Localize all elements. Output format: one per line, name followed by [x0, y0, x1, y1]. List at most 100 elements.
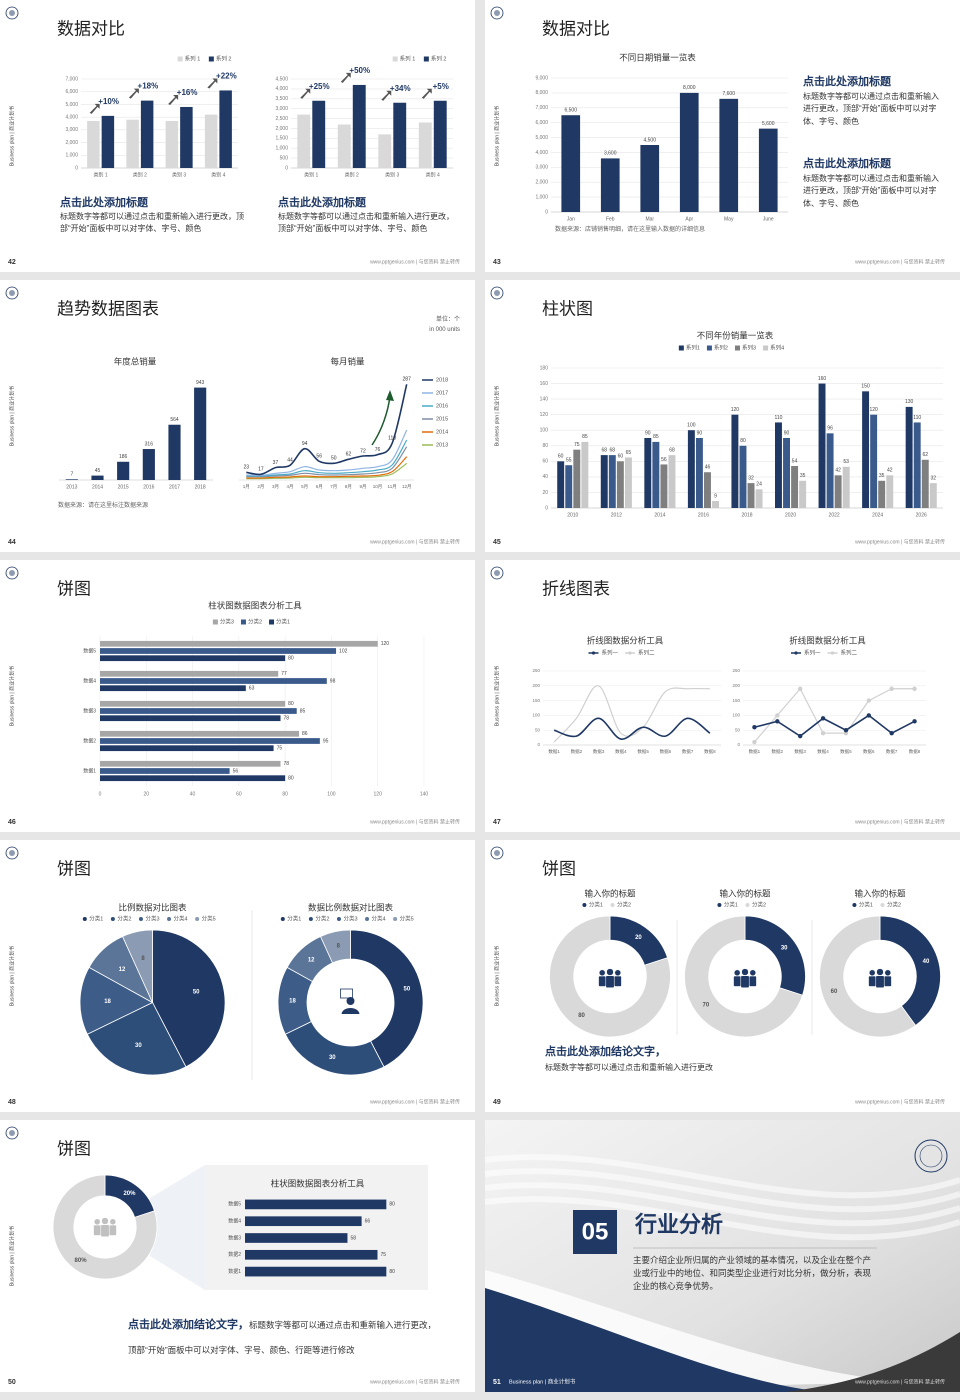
bar — [834, 475, 842, 508]
point — [775, 713, 780, 718]
annotation: +10% — [98, 97, 119, 106]
icon — [341, 1008, 360, 1014]
y-tick-label: 40 — [542, 474, 548, 480]
x-tick-label: 2024 — [872, 512, 883, 518]
bar — [799, 480, 807, 508]
bar — [616, 461, 624, 508]
page-number: 47 — [493, 819, 501, 826]
bar — [862, 391, 870, 508]
legend-swatch — [678, 345, 684, 351]
x-tick-label: 类别 2 — [345, 171, 359, 178]
y-tick-label: 6,000 — [535, 120, 548, 126]
legend-label: 系列二 — [638, 648, 655, 656]
bar — [245, 1249, 378, 1260]
annotation: +5% — [433, 82, 449, 91]
y-tick-label: 50 — [735, 727, 741, 732]
data-label: 94 — [302, 441, 308, 447]
icon — [614, 969, 622, 977]
data-label: 186 — [119, 454, 128, 460]
data-label: 53 — [843, 459, 849, 465]
legend-label: 分类1 — [589, 900, 603, 908]
slice — [79, 966, 154, 1035]
y-tick-label: 20 — [542, 490, 548, 496]
slide — [0, 280, 475, 552]
data-label: 80 — [288, 776, 294, 782]
data-label: 50 — [403, 986, 410, 992]
bar — [878, 480, 886, 508]
y-tick-label: 500 — [280, 155, 289, 161]
legend-label: 分类1 — [859, 900, 873, 908]
y-tick-label: 数据5 — [228, 1201, 241, 1208]
y-tick-label: 5,000 — [535, 135, 548, 141]
line-series — [754, 714, 915, 738]
data-label: 78 — [284, 761, 290, 767]
section-number: 05 — [582, 1218, 609, 1245]
side-label: Business plan | 商业计划书 — [493, 666, 500, 726]
conclusion-text: 标题数字等都可以通过点击和重新输入进行更改，顶部“开始”面板中可以对字体、字号、… — [128, 1320, 437, 1355]
bar — [791, 466, 799, 508]
bar — [91, 475, 104, 480]
bar — [100, 700, 286, 707]
legend-label: 分类3 — [220, 617, 234, 625]
y-tick-label: 数据3 — [228, 1234, 241, 1241]
x-tick-label: May — [724, 216, 734, 222]
x-tick-label: 2014 — [654, 512, 665, 518]
data-label: 76 — [375, 447, 381, 453]
data-label: 37 — [273, 460, 279, 466]
point — [752, 725, 757, 730]
data-label: 85 — [300, 708, 306, 714]
legend-label: 分类2 — [617, 900, 631, 908]
data-label: 30 — [135, 1043, 142, 1049]
bar — [433, 100, 447, 168]
x-tick-label: 数据1 — [749, 748, 761, 755]
footer-site: www.pptgenius.com | 与您资料 禁止转传 — [370, 258, 460, 265]
y-tick-label: 0 — [545, 209, 548, 215]
legend-label: 系列2 — [714, 343, 728, 351]
text-heading: 点击此处添加标题 — [278, 197, 366, 209]
side-label: Business plan | 商业计划书 — [493, 946, 500, 1006]
data-label: 35 — [879, 473, 885, 479]
icon — [109, 1218, 117, 1226]
logo — [9, 570, 15, 576]
icon — [740, 975, 750, 988]
y-tick-label: 5,000 — [65, 102, 78, 108]
slide — [485, 560, 960, 832]
data-label: 80 — [389, 1269, 395, 1275]
bar — [842, 466, 850, 508]
y-tick-label: 160 — [540, 381, 549, 387]
data-label: 120 — [731, 407, 740, 413]
icon — [884, 969, 892, 977]
data-label: 4,500 — [643, 137, 656, 143]
data-label: 120 — [869, 407, 878, 413]
line-series — [246, 456, 408, 479]
data-label: 70 — [702, 1003, 709, 1009]
legend-swatch — [628, 651, 632, 655]
y-tick-label: 50 — [535, 727, 541, 732]
bar — [100, 745, 274, 752]
annotation-arrow — [207, 78, 218, 89]
data-label: 46 — [705, 465, 711, 471]
bar — [100, 678, 327, 684]
point — [866, 713, 872, 718]
data-label: 6,500 — [564, 108, 577, 114]
data-label: 7 — [70, 472, 73, 478]
data-label: 50 — [193, 989, 200, 995]
annotation: +50% — [349, 66, 370, 75]
chart-title: 输入你的标题 — [584, 888, 636, 898]
chart-title: 每月销量 — [330, 356, 365, 366]
legend-label: 分类3 — [145, 914, 159, 922]
logo — [494, 290, 500, 296]
logo — [5, 566, 19, 580]
legend-swatch — [735, 345, 740, 351]
slice — [684, 915, 804, 1038]
logo — [9, 290, 15, 296]
y-tick-label: 4,000 — [275, 86, 288, 92]
text-body: 标题数字等都可以通过点击和重新输入进行更改，顶部“开始”面板中可以对字体、字号、… — [60, 212, 244, 234]
bar — [100, 760, 281, 767]
x-tick-label: Mar — [645, 216, 654, 222]
side-label: Business plan | 商业计划书 — [8, 106, 15, 166]
data-label: 75 — [381, 1252, 387, 1258]
data-label: 85 — [582, 434, 588, 440]
legend-swatch — [610, 903, 615, 907]
data-label: 65 — [626, 450, 632, 456]
